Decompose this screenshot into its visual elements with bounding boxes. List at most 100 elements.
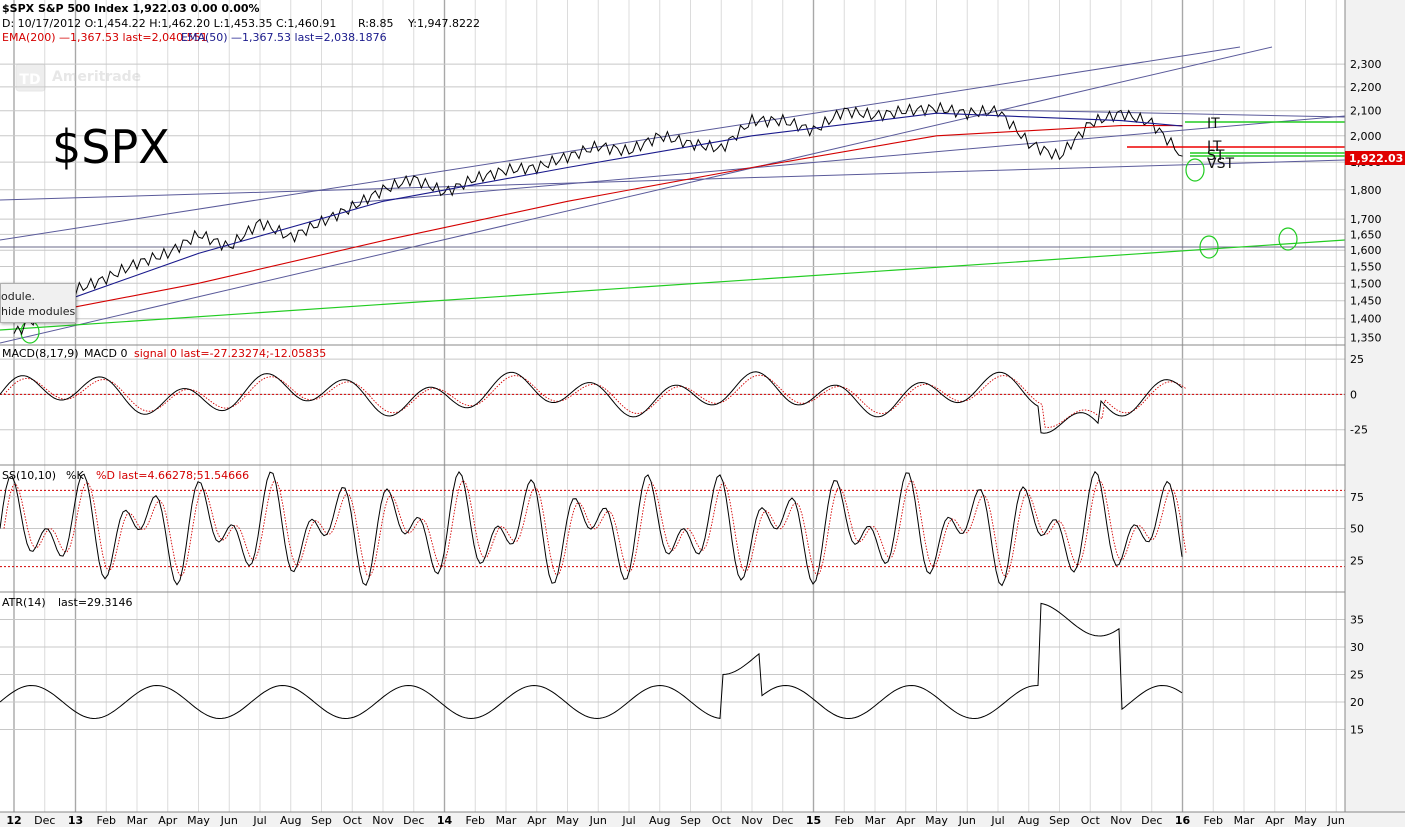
atr-legend: last=29.3146 [58,596,133,609]
annotation-lt: LT [1207,139,1222,155]
x-tick-label: 16 [1175,814,1191,827]
annotation-st: ST [1207,148,1225,164]
price-tick-label: 1,550 [1350,260,1382,273]
x-tick-label: Jul [990,814,1004,827]
x-tick-label: 13 [68,814,83,827]
axes: 12 Dec 13 Feb Mar Apr May Jun Jul Aug Sep Oct Nov Dec… [6,58,1381,827]
x-tick-label: Oct [343,814,363,827]
logo-text: Ameritrade [52,69,141,85]
x-tick-label: 15 [806,814,821,827]
x-tick-label: Jun [958,814,976,827]
ema50-legend: EMA(50) —1,367.53 last=2,038.1876 [181,31,387,44]
price-tick-label: 2,300 [1350,58,1382,71]
x-tick-label: Aug [1018,814,1039,827]
price-tick-label: 1,600 [1350,244,1382,257]
stoch-legend-d: %D last=4.66278;51.54666 [96,469,249,482]
trendline [349,115,1346,204]
atr-tick-label: 35 [1350,614,1364,627]
x-tick-label: May [925,814,948,827]
r-readout: R:8.85 [358,17,394,30]
x-tick-label: Dec [34,814,55,827]
macd-legend-macd: MACD 0 [84,347,127,360]
macd-title: MACD(8,17,9) [2,347,79,360]
price-tick-label: 2,000 [1350,130,1382,143]
atr-tick-label: 15 [1350,724,1364,737]
atr-tick-label: 30 [1350,641,1364,654]
trendline [0,159,1346,201]
x-axis-area [0,812,1405,827]
x-tick-label: Aug [280,814,301,827]
x-tick-label: May [1294,814,1317,827]
x-tick-label: Dec [403,814,424,827]
x-tick-label: Nov [1110,814,1132,827]
x-tick-label: Mar [496,814,517,827]
price-tick-label: 1,700 [1350,213,1382,226]
ohlc-readout: D: 10/17/2012 O:1,454.22 H:1,462.20 L:1,… [2,17,336,30]
x-tick-label: May [556,814,579,827]
x-tick-label: Feb [466,814,485,827]
ema50-line [13,112,1183,320]
x-tick-label: Jun [1327,814,1345,827]
ameritrade-logo: TD Ameritrade [15,63,141,92]
price-series [13,101,1183,336]
x-tick-label: Nov [372,814,394,827]
logo-mark: TD [19,72,40,88]
x-tick-label: Oct [1081,814,1101,827]
tooltip-line-1: odule. [1,290,36,303]
x-tick-label: Jul [252,814,266,827]
macd-tick-label: 0 [1350,388,1357,401]
x-tick-label: Feb [1204,814,1223,827]
indicator-panels: 25 0 -25 75 50 25 35 30 25 20 15 [0,353,1368,737]
stoch-tick-label: 25 [1350,554,1364,567]
x-tick-label: Aug [649,814,670,827]
price-tick-label: 1,450 [1350,295,1382,308]
stoch-line [0,470,1183,587]
x-tick-label: Jul [621,814,635,827]
x-tick-label: Apr [1265,814,1285,827]
x-tick-label: Dec [1141,814,1162,827]
x-tick-label: Sep [311,814,332,827]
x-tick-label: Feb [835,814,854,827]
price-tick-label: 1,650 [1350,228,1382,241]
target-circle [1185,158,1205,182]
last-price-badge: 1,922.03 [1345,151,1405,165]
trendline [0,46,1241,241]
trendline [0,46,1273,344]
big-symbol-label: $SPX [52,120,170,174]
x-tick-label: Nov [741,814,763,827]
atr-title: ATR(14) [2,596,46,609]
stoch-signal-line [3,479,1187,578]
stoch-tick-label: 50 [1350,523,1364,536]
trendlines [0,46,1346,344]
last-price-value: 1,922.03 [1349,152,1403,165]
stoch-title: SS(10,10) [2,469,56,482]
price-tick-label: 1,800 [1350,184,1382,197]
price-tick-label: 2,200 [1350,81,1382,94]
x-tick-label: Sep [680,814,701,827]
ema200-line [13,125,1183,320]
x-tick-label: Oct [712,814,732,827]
chart-title: $SPX S&P 500 Index 1,922.03 0.00 0.00% [2,2,260,15]
x-tick-label: Feb [97,814,116,827]
x-tick-label: 12 [6,814,21,827]
atr-line [0,602,1183,720]
tooltip-line-2: hide modules. [1,305,75,318]
x-tick-label: 14 [437,814,453,827]
green-trendline [0,239,1346,331]
x-tick-label: Apr [158,814,178,827]
annotation-it: IT [1207,116,1220,132]
atr-tick-label: 20 [1350,696,1364,709]
price-tick-label: 2,100 [1350,105,1382,118]
macd-tick-label: 25 [1350,353,1364,366]
trendline [999,109,1346,118]
price-tick-label: 1,400 [1350,313,1382,326]
x-tick-label: Dec [772,814,793,827]
price-tick-label: 1,500 [1350,277,1382,290]
x-tick-label: Jun [589,814,607,827]
y-axis-area [1345,0,1405,812]
x-tick-label: Apr [896,814,916,827]
macd-line [0,371,1183,434]
stoch-tick-label: 75 [1350,491,1364,504]
